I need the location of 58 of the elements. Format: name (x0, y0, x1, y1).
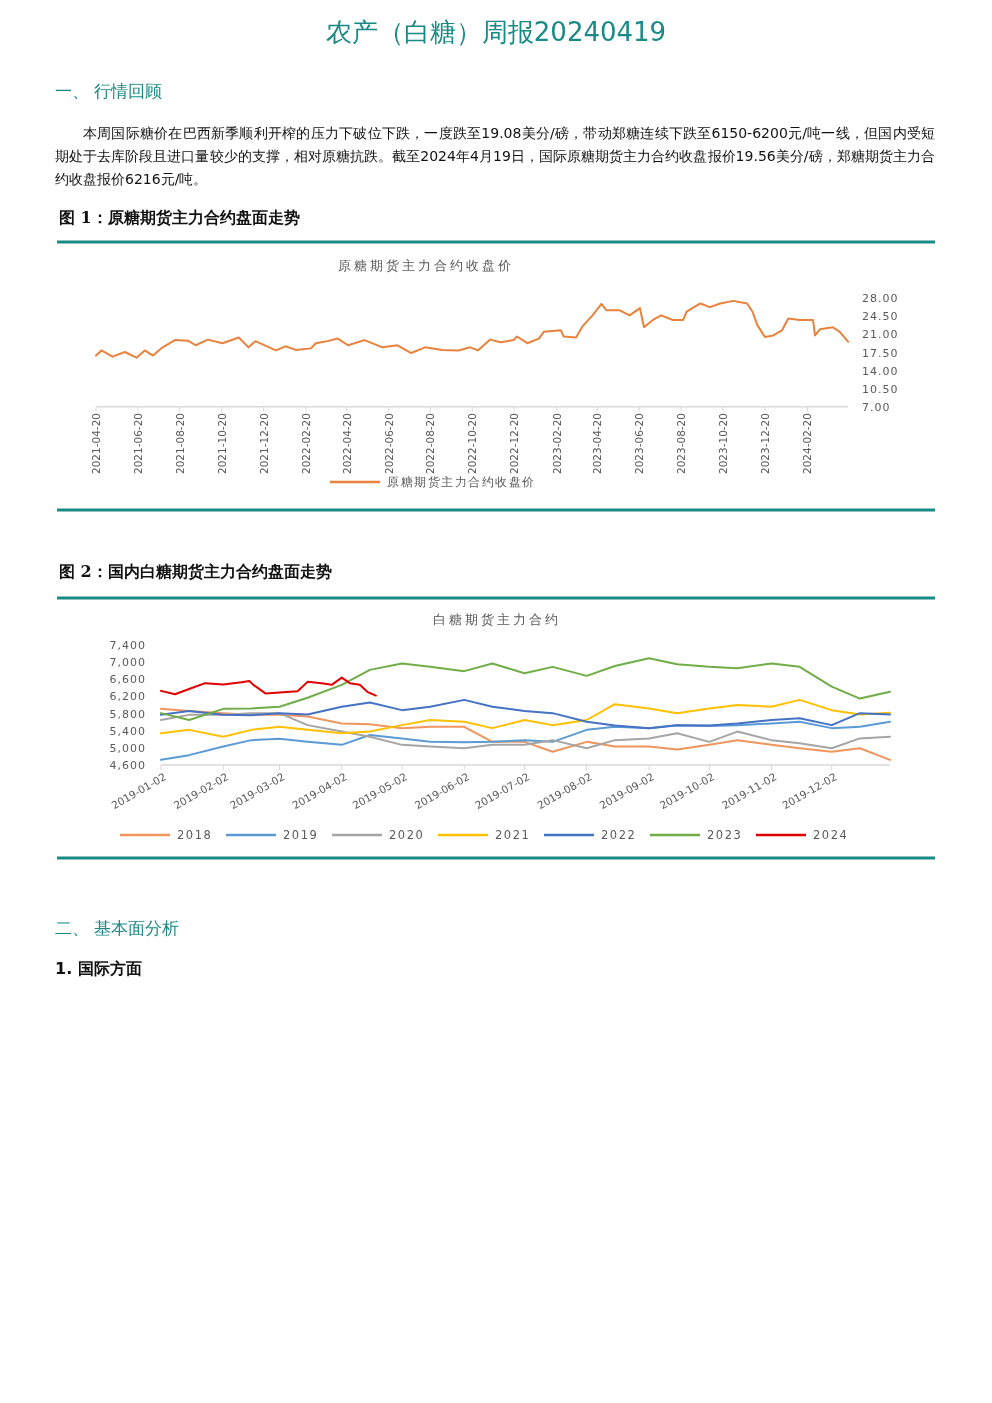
x-tick-label: 2022-04-20 (340, 413, 353, 475)
x-tick-label: 2021-04-20 (90, 413, 102, 475)
x-tick-label: 2023-10-20 (717, 413, 730, 475)
y-tick-label: 7,000 (109, 656, 146, 670)
legend-label: 2021 (495, 828, 531, 842)
text: 一、 行情回顾 (55, 80, 163, 103)
line-series (95, 299, 849, 359)
line-series (160, 676, 377, 697)
y-tick-label: 21.00 (862, 328, 899, 342)
y-tick-label: 4,600 (109, 759, 146, 772)
y-tick-label: 7.00 (862, 400, 891, 414)
chart-title: 原糖期货主力合约收盘价 (338, 258, 514, 273)
text: 二、 基本面分析 (55, 917, 180, 940)
line-series (160, 657, 891, 721)
x-tick-label: 2023-12-20 (758, 413, 771, 475)
y-tick-label: 14.00 (862, 364, 899, 378)
legend-label: 原糖期货主力合约收盘价 (387, 475, 536, 489)
y-tick-label: 7,400 (109, 639, 146, 652)
chart-title: 白糖期货主力合约 (433, 612, 561, 627)
line-series (160, 698, 891, 730)
x-tick-label: 2022-02-20 (300, 413, 313, 475)
x-tick-label: 2022-06-20 (382, 413, 395, 475)
text: 农产（白糖）周报20240419 (324, 16, 668, 49)
x-tick-label: 2024-02-20 (801, 413, 814, 475)
x-tick-label: 2023-02-20 (550, 413, 563, 475)
text: 本周国际糖价在巴西新季顺利开榨的压力下破位下跌，一度跌至19.08美分/磅，带动郑糖连续下跌至6150-6200元/吨一线，但国内受短期处于去库阶段且进口量较少的支撑，相对原糖抗跌。截至2024年4月19日，国际原糖期货主力合约收盘报价19.56美分/磅，郑糖期货主力合约收盘报价6216元/吨。 (55, 124, 935, 189)
x-tick-label: 2022-12-20 (508, 413, 521, 475)
x-tick-label: 2023-04-20 (591, 413, 604, 475)
x-tick-label: 2021-10-20 (215, 413, 228, 475)
y-tick-label: 17.50 (862, 346, 899, 360)
y-tick-label: 5,000 (109, 741, 146, 755)
line-series (160, 707, 891, 761)
legend-label: 2023 (707, 828, 743, 842)
x-tick-label: 2023-08-20 (675, 413, 688, 475)
y-tick-label: 24.50 (862, 310, 899, 324)
text: 1. 国际方面 (55, 959, 142, 980)
x-tick-label: 2022-08-20 (424, 413, 437, 475)
x-tick-label: 2021-12-20 (257, 413, 270, 475)
y-tick-label: 28.00 (862, 292, 899, 306)
caption: 图 2：国内白糖期货主力合约盘面走势 (59, 562, 332, 583)
line-series (160, 720, 891, 761)
y-tick-label: 10.50 (862, 382, 899, 396)
x-tick-label: 2023-06-20 (633, 413, 646, 475)
line-series (160, 712, 891, 750)
legend-label: 2022 (601, 828, 637, 842)
legend-label: 2024 (813, 828, 849, 842)
legend-label: 2019 (283, 828, 319, 842)
line-series (160, 698, 891, 738)
legend-label: 2020 (389, 828, 425, 842)
y-tick-label: 6,200 (109, 690, 146, 704)
y-tick-label: 5,400 (109, 724, 146, 738)
x-tick-label: 2021-06-20 (131, 413, 144, 475)
legend-label: 2018 (177, 828, 213, 842)
y-tick-label: 5,800 (109, 707, 146, 721)
x-tick-label: 2022-10-20 (466, 413, 479, 475)
x-tick-label: 2021-08-20 (173, 413, 186, 475)
caption: 图 1：原糖期货主力合约盘面走势 (59, 208, 300, 229)
y-tick-label: 6,600 (109, 673, 146, 687)
